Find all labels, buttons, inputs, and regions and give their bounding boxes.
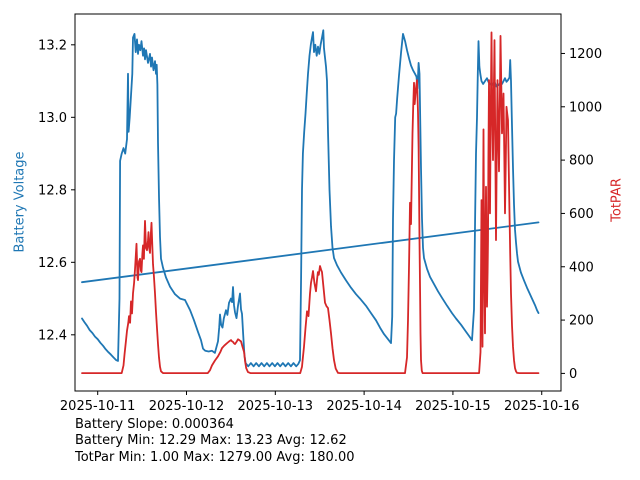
x-tick-label: 2025-10-11 — [60, 399, 136, 414]
y-left-tick-label: 12.8 — [38, 183, 67, 198]
x-tick-label: 2025-10-13 — [238, 399, 314, 414]
plot-border — [74, 13, 562, 392]
right-axis-label: TotPAR — [609, 178, 625, 222]
x-tick-label: 2025-10-12 — [149, 399, 225, 414]
y-left-tick-label: 12.4 — [38, 328, 67, 343]
series-totpar — [81, 31, 540, 375]
stats-annotations: Battery Slope: 0.000364 Battery Min: 12.… — [75, 417, 355, 466]
battery-slope-text: Battery Slope: 0.000364 — [75, 417, 234, 432]
y-right-tick-label: 600 — [569, 207, 594, 222]
y-right-tick-label: 0 — [569, 367, 577, 382]
x-tick-label: 2025-10-15 — [415, 399, 491, 414]
totpar-stats-text: TotPar Min: 1.00 Max: 1279.00 Avg: 180.0… — [75, 449, 355, 465]
x-tick-label: 2025-10-14 — [326, 399, 402, 414]
y-right-tick-label: 400 — [569, 260, 594, 275]
series-battery-voltage — [81, 29, 540, 368]
y-left-tick-label: 13.2 — [38, 38, 67, 53]
y-left-tick-label: 12.6 — [38, 256, 67, 271]
y-right-tick-label: 1200 — [569, 47, 602, 62]
battery-stats-text: Battery Min: 12.29 Max: 13.23 Avg: 12.62 — [75, 433, 347, 449]
left-axis-label: Battery Voltage — [12, 151, 28, 253]
y-right-tick-label: 800 — [569, 154, 594, 169]
series-battery-trend — [81, 221, 540, 284]
y-right-tick-label: 200 — [569, 314, 594, 329]
y-left-tick-label: 13.0 — [38, 111, 67, 126]
y-right-tick-label: 1000 — [569, 100, 602, 115]
x-tick-label: 2025-10-16 — [504, 399, 580, 414]
